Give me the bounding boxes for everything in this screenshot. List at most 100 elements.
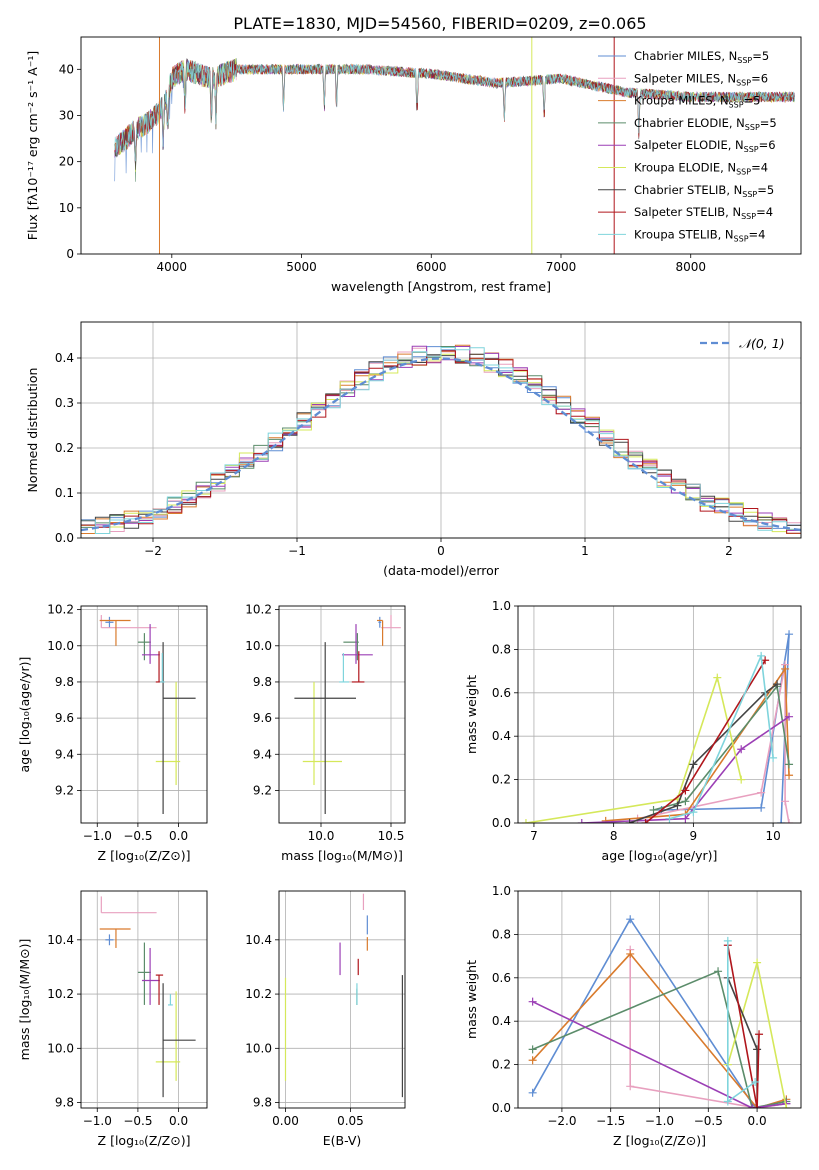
x-tick-label: 0.05 [337,1114,364,1128]
weight-marker [757,788,766,797]
weight-marker [782,1104,791,1108]
errorbar-point [167,994,173,1006]
y-axis-label: Normed distribution [25,368,40,493]
y-tick-label: 0.8 [492,927,511,941]
y-tick-label: 0.4 [492,729,511,743]
y-tick-label: 9.8 [55,675,74,689]
weight-series-line [644,659,766,823]
x-tick-label: −1.0 [83,1114,112,1128]
y-tick-label: 9.8 [253,1096,272,1110]
errorbar-point [155,974,164,1005]
weight-marker [748,1104,757,1108]
y-tick-label: 10.4 [47,933,74,947]
y-tick-label: 0.2 [55,441,74,455]
residuals-panel: −2 −1 0 1 2 0.0 0.1 0.2 0.3 0.4 (data-model)/error… [25,321,802,578]
weight-marker [723,1097,732,1106]
weight-marker [714,967,723,976]
legend-entry: Chabrier MILES, NSSP=5 [634,49,769,65]
errorbar-point [99,928,131,948]
normal-curve [81,357,801,532]
legend-entry: Chabrier ELODIE, NSSP=5 [634,116,777,132]
errorbar-point [155,991,181,1081]
y-axis-label: age [log₁₀(age/yr)] [17,657,32,773]
weight-marker [626,915,635,924]
x-axis-label: E(B-V) [323,1133,362,1148]
age_vs_Z-panel: −1.0 −0.5 0.0 9.2 9.4 9.6 9.8 10.0 10.2 Z [log₁₀(… [17,603,208,863]
x-tick-label: 10.0 [308,829,335,843]
y-tick-label: 10 [59,201,74,215]
weight-marker [773,680,782,689]
axes-frame [278,605,406,824]
errorbar-point [159,653,165,683]
weight-marker [528,1088,537,1097]
weight-marker [681,814,690,823]
errorbar-point [294,642,356,814]
y-tick-label: 10.2 [47,603,74,617]
axes-frame [278,890,406,1109]
x-axis-label: wavelength [Angstrom, rest frame] [331,279,551,294]
weight-series-line [727,945,760,1108]
weight-marker [577,819,586,823]
spectrum-panel: 4000 5000 6000 7000 8000 0 10 20 30 40 wavelength … [25,36,802,294]
spectrum-series-line [114,60,795,162]
x-tick-label: −1 [288,544,306,558]
weight-marker [528,1056,537,1065]
legend-entry: Salpeter ELODIE, NSSP=6 [634,138,776,154]
weight-marker [625,819,634,823]
errorbar-point [155,681,181,786]
x-tick-label: 10 [765,829,780,843]
weight-series-line [581,716,790,823]
x-tick-label: 9 [690,829,698,843]
errorbar-point [105,934,114,946]
weight-marker [777,819,786,823]
weight-marker [785,760,794,769]
x-tick-label: −1.5 [596,1114,625,1128]
errorbar-point [141,624,160,664]
weight-marker [757,803,766,812]
mass_vs_Z-plot-area [99,896,196,1098]
x-tick-label: −1.0 [83,829,112,843]
y-tick-label: 9.2 [55,783,74,797]
weight-marker [673,801,682,810]
weight-series-line [525,674,742,823]
weight-marker [785,712,794,721]
x-tick-label: 8 [610,829,618,843]
weight-marker [528,997,537,1006]
y-tick-label: 0.8 [492,642,511,656]
axes-frame [80,321,802,539]
axes-frame [80,36,802,255]
weight-marker [781,664,790,673]
legend-entry: Salpeter STELIB, NSSP=4 [634,205,773,221]
y-tick-label: 40 [59,62,74,76]
weight-marker [761,656,770,665]
errorbar-point [137,633,151,661]
x-axis-label: Z [log₁₀(Z/Z⊙)] [613,1133,706,1148]
mass_vs_EBV-plot-area [284,893,404,1098]
residuals-plot-area [81,344,801,534]
y-tick-label: 0.0 [55,531,74,545]
weight-marker [681,797,690,806]
y-tick-label: 0.2 [492,1058,511,1072]
x-tick-label: −2 [144,544,162,558]
y-tick-label: 10.2 [47,987,74,1001]
weight-marker [769,753,778,762]
age_vs_Z-plot-area [99,615,196,814]
weight-marker [737,775,746,784]
weight-marker [781,797,790,806]
weight-series-line [629,683,778,823]
weight-marker [641,819,650,823]
weight-series-line [669,652,774,820]
residual-histogram [81,347,801,534]
x-tick-label: −0.5 [123,1114,152,1128]
x-tick-label: 6000 [416,260,447,274]
weight_vs_Z-panel: −2.0 −1.5 −1.0 −0.5 0.0 0.0 0.2 0.4 0.6 0.8 1.0 Z [… [464,884,802,1148]
x-tick-label: 0.0 [169,829,188,843]
weight-marker [737,745,746,754]
y-axis-label: Flux [fλ10⁻¹⁷ erg cm⁻² s⁻¹ A⁻¹] [25,51,40,240]
x-tick-label: 7 [530,829,538,843]
weight-marker [689,760,698,769]
errorbar-point [339,653,349,683]
age_vs_mass-panel: 10.0 10.5 9.2 9.4 9.6 9.8 10.0 10.2 mass [log₁₀(… [245,603,406,863]
y-tick-label: 9.4 [253,747,272,761]
weight-marker [785,771,794,780]
